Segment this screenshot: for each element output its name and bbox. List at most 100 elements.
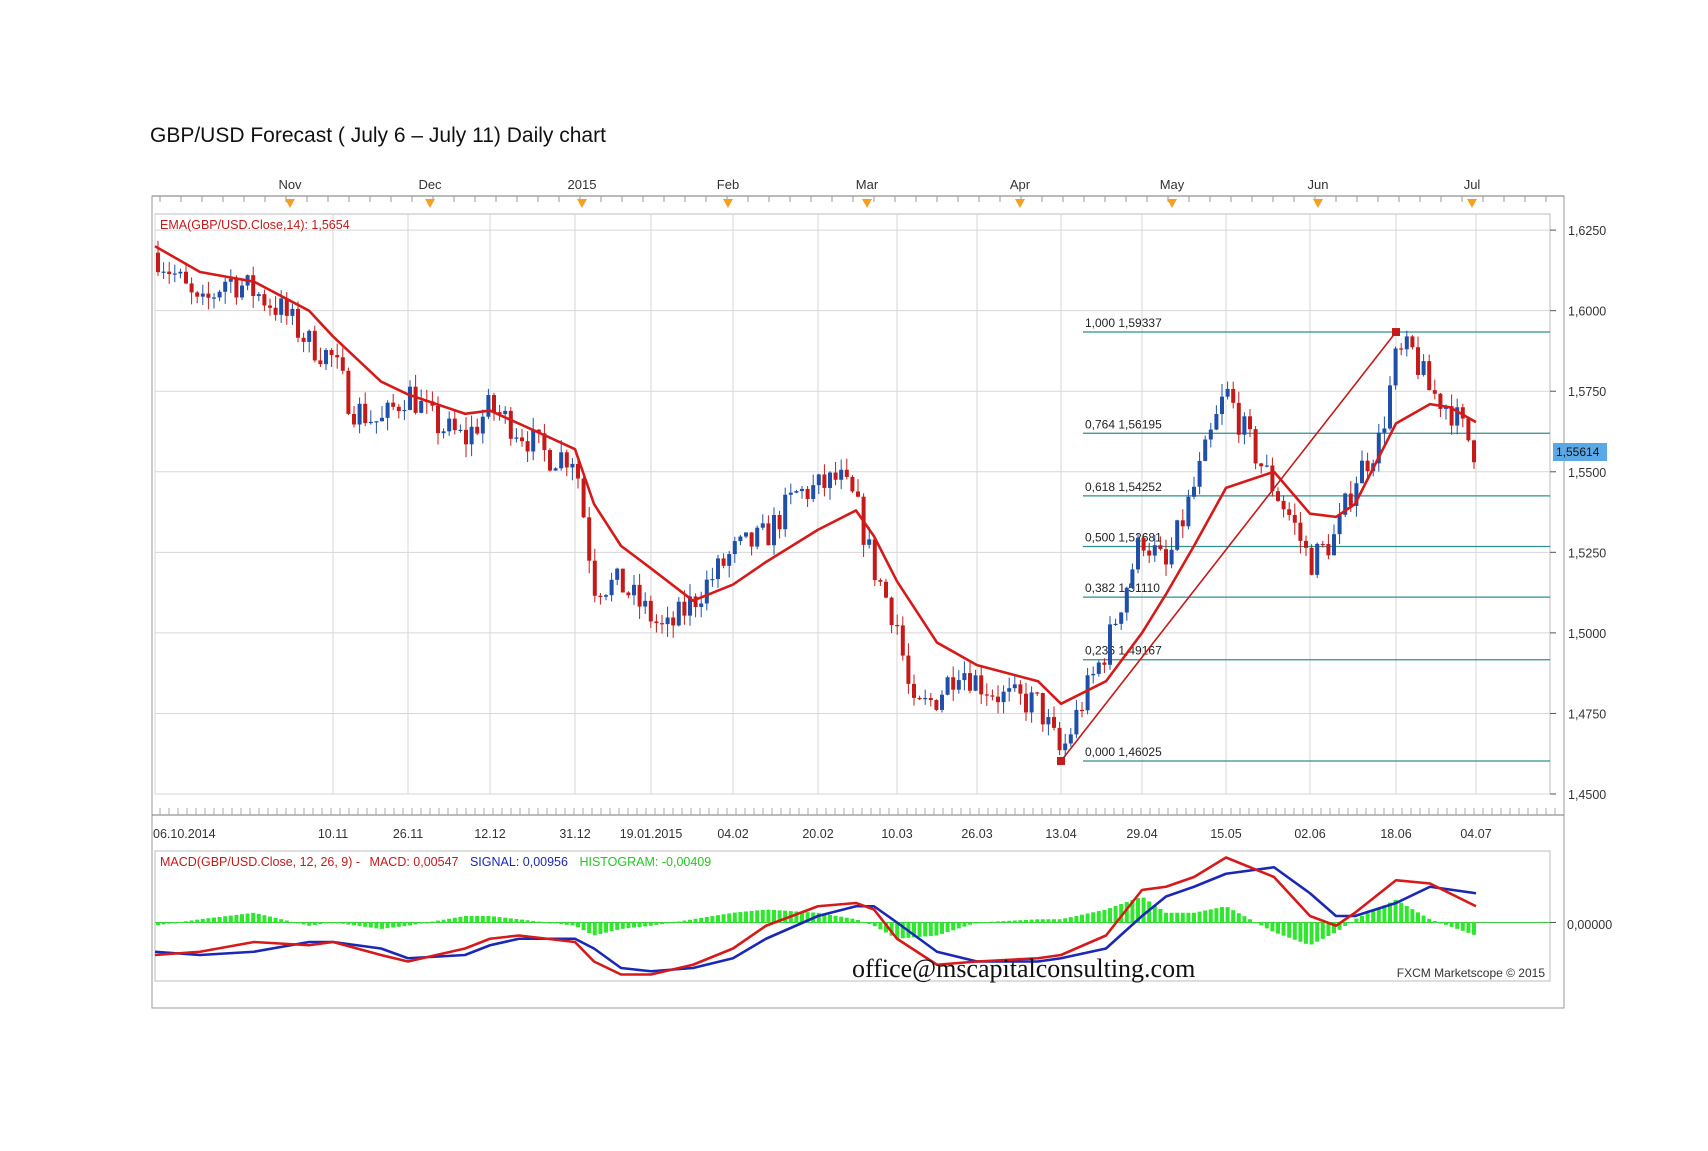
histogram-bar xyxy=(1012,920,1017,923)
histogram-bar xyxy=(1158,908,1163,923)
bull-candle xyxy=(1108,624,1112,665)
histogram-bar xyxy=(1001,921,1006,923)
histogram-bar xyxy=(413,922,418,925)
histogram-bar xyxy=(581,922,586,931)
bear-candle xyxy=(1018,684,1023,694)
fib-level-label: 0,382 1,51110 xyxy=(1085,581,1160,595)
histogram-bar xyxy=(1108,908,1112,923)
bear-candle xyxy=(156,252,160,273)
price-tick-label: 1,5250 xyxy=(1568,546,1606,560)
bear-candle xyxy=(312,330,317,361)
bull-candle xyxy=(402,409,407,412)
bear-candle xyxy=(934,700,939,710)
histogram-bar xyxy=(296,922,300,924)
date-axis-label: 26.03 xyxy=(961,827,992,841)
histogram-bar xyxy=(1074,915,1079,923)
bull-candle xyxy=(732,541,737,555)
bull-candle xyxy=(161,271,166,273)
bull-candle xyxy=(632,584,636,596)
bull-candle xyxy=(307,330,312,342)
histogram-bar xyxy=(1130,899,1135,923)
histogram-bar xyxy=(1231,910,1236,923)
bull-candle xyxy=(480,416,485,434)
histogram-bar xyxy=(559,922,564,925)
bear-candle xyxy=(721,558,726,566)
histogram-bar xyxy=(408,922,412,926)
bull-candle xyxy=(531,429,536,452)
histogram-bar xyxy=(1063,918,1068,923)
bear-candle xyxy=(833,472,838,480)
bull-candle xyxy=(867,539,872,545)
histogram-bar xyxy=(195,919,200,923)
histogram-bar xyxy=(604,922,608,933)
histogram-bar xyxy=(1024,919,1028,923)
bear-candle xyxy=(749,532,754,547)
histogram-bar xyxy=(419,922,424,924)
histogram-bar xyxy=(352,922,356,926)
bull-candle xyxy=(962,673,967,681)
histogram-bar xyxy=(290,921,295,923)
bear-candle xyxy=(1253,429,1258,464)
month-label: Feb xyxy=(717,177,739,192)
histogram-bar xyxy=(452,917,457,923)
bear-candle xyxy=(1416,347,1420,375)
bull-candle xyxy=(1152,545,1157,556)
bull-candle xyxy=(676,601,681,626)
bear-candle xyxy=(195,292,200,297)
histogram-bar xyxy=(900,922,905,939)
date-axis-label: 12.12 xyxy=(474,827,505,841)
bear-candle xyxy=(262,294,267,306)
bull-candle xyxy=(704,579,709,604)
histogram-bar xyxy=(251,912,256,923)
bear-candle xyxy=(335,355,340,358)
date-axis-label: 13.04 xyxy=(1045,827,1076,841)
histogram-bar xyxy=(1102,909,1107,923)
histogram-bar xyxy=(884,922,888,933)
bull-candle xyxy=(1354,483,1359,506)
histogram-bar xyxy=(727,913,732,923)
bull-candle xyxy=(1337,514,1342,535)
price-pane xyxy=(154,213,1551,795)
bear-candle xyxy=(542,433,547,451)
bull-candle xyxy=(1382,428,1387,433)
last-price-badge xyxy=(1553,442,1607,461)
bull-candle xyxy=(956,680,961,690)
bear-candle xyxy=(1399,348,1404,350)
bear-candle xyxy=(296,308,300,338)
histogram-bar xyxy=(307,922,312,926)
histogram-bar xyxy=(990,921,995,923)
histogram-bar xyxy=(1119,904,1124,923)
histogram-bar xyxy=(553,922,558,924)
histogram-bar xyxy=(391,922,396,928)
histogram-bar xyxy=(340,922,345,924)
bear-candle xyxy=(996,696,1000,703)
histogram-bar xyxy=(564,922,569,925)
histogram-bar xyxy=(1354,918,1359,923)
bear-candle xyxy=(1270,465,1275,492)
histogram-bar xyxy=(223,916,228,923)
histogram-bar xyxy=(380,922,384,929)
bear-candle xyxy=(906,655,911,684)
bull-candle xyxy=(1343,493,1348,515)
fib-anchor-high xyxy=(1392,328,1400,337)
histogram-bar xyxy=(648,922,653,926)
bull-candle xyxy=(615,568,620,580)
histogram-bar xyxy=(262,915,267,923)
histogram-bar xyxy=(917,922,922,937)
histogram-bar xyxy=(1371,910,1376,923)
histogram-bar xyxy=(1466,922,1471,933)
histogram-bar xyxy=(660,922,664,925)
histogram-bar xyxy=(486,916,491,923)
histogram-bar xyxy=(447,918,452,923)
last-price-label: 1,55614 xyxy=(1556,445,1600,459)
bear-candle xyxy=(497,412,502,415)
bear-candle xyxy=(508,410,513,439)
histogram-bar xyxy=(1080,914,1084,923)
histogram-bar xyxy=(1393,899,1398,923)
bull-candle xyxy=(1096,662,1101,674)
histogram-bar xyxy=(200,918,205,923)
bear-candle xyxy=(206,293,211,298)
bull-candle xyxy=(212,297,216,299)
histogram-bar xyxy=(525,920,530,923)
